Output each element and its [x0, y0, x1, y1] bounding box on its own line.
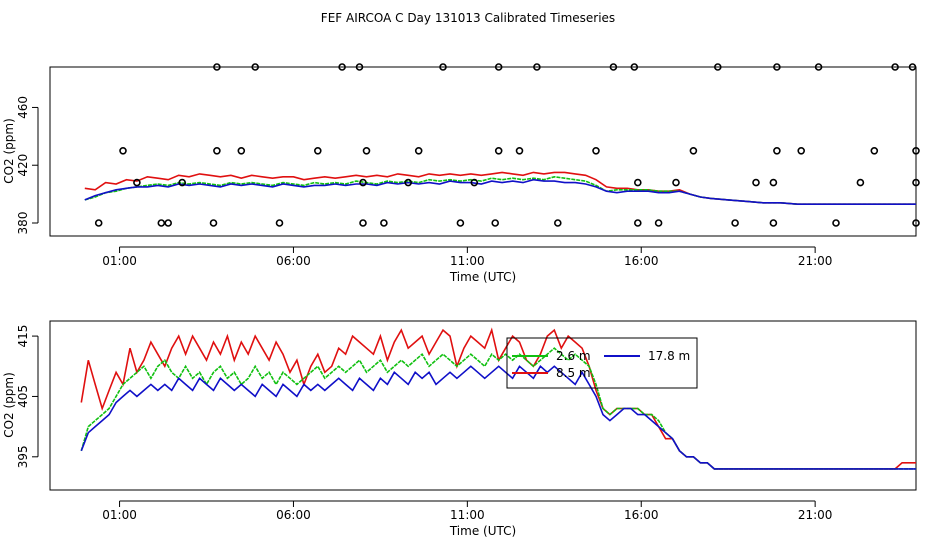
marker-point	[494, 63, 503, 71]
bottom-x-tick-label: 16:00	[624, 508, 659, 522]
bottom-y-tick-label: 395	[16, 445, 30, 468]
marker-point	[94, 219, 103, 227]
top-y-tick-label: 380	[16, 212, 30, 235]
marker-point	[713, 63, 722, 71]
marker-point	[814, 63, 823, 71]
bottom-x-axis-label: Time (UTC)	[449, 524, 516, 538]
marker-point	[769, 219, 778, 227]
marker-point	[912, 178, 920, 187]
marker-point	[251, 63, 259, 71]
top-x-tick-label: 01:00	[102, 254, 137, 268]
marker-point	[630, 63, 639, 71]
legend-label-17-8m: 17.8 m	[648, 349, 690, 363]
top-x-tick-label: 16:00	[624, 254, 659, 268]
bottom-y-axis-label: CO2 (ppm)	[2, 372, 16, 438]
legend-label-8-5m: 8.5 m	[556, 366, 591, 380]
marker-point	[672, 178, 680, 187]
bottom-y-tick-label: 405	[16, 385, 30, 408]
marker-point	[494, 147, 503, 155]
marker-point	[355, 63, 364, 71]
marker-point	[912, 219, 920, 227]
chart-title: FEF AIRCOA C Day 131013 Calibrated Times…	[321, 11, 615, 25]
marker-point	[633, 178, 642, 187]
marker-point	[237, 147, 246, 155]
legend-box	[506, 337, 698, 389]
marker-point	[470, 178, 479, 187]
bottom-x-tick-label: 01:00	[102, 508, 137, 522]
marker-point	[380, 219, 388, 227]
marker-point	[414, 147, 423, 155]
top-series-2-6-mline	[84, 175, 916, 205]
marker-point	[359, 178, 367, 187]
top-panel: 380 420 460 01:00 06:00 11:00 16:00 21:00 Time…	[2, 63, 920, 284]
marker-point	[275, 219, 284, 227]
marker-point	[178, 178, 186, 187]
legend-label-2-6m: 2.6 m	[556, 349, 591, 363]
marker-point	[533, 63, 541, 71]
marker-point	[404, 178, 413, 187]
top-y-tick-label: 460	[16, 96, 30, 119]
marker-point	[870, 147, 879, 155]
bottom-series-group	[80, 327, 916, 470]
marker-point	[752, 178, 760, 187]
marker-point	[797, 147, 806, 155]
marker-point	[832, 219, 840, 227]
marker-point	[689, 147, 698, 155]
top-x-axis-label: Time (UTC)	[449, 270, 516, 284]
bottom-y-axis: 395 405 415	[16, 325, 39, 468]
marker-point	[592, 147, 600, 155]
marker-point	[633, 219, 642, 227]
marker-point	[654, 219, 663, 227]
marker-point	[439, 63, 447, 71]
marker-point	[119, 147, 127, 155]
top-y-axis-label: CO2 (ppm)	[2, 118, 16, 184]
marker-point	[157, 219, 166, 227]
marker-point	[891, 63, 899, 71]
bottom-y-tick-label: 415	[16, 325, 30, 348]
marker-point	[908, 63, 917, 71]
bottom-x-tick-label: 11:00	[450, 508, 485, 522]
marker-point	[773, 63, 781, 71]
top-y-axis: 380 420 460	[16, 96, 39, 235]
marker-point	[456, 219, 465, 227]
bottom-plot-frame	[49, 320, 917, 491]
marker-point	[731, 219, 739, 227]
marker-point	[769, 178, 778, 187]
marker-point	[362, 147, 371, 155]
legend: 2.6 m 17.8 m 8.5 m	[506, 337, 698, 389]
marker-point	[773, 147, 781, 155]
bottom-x-tick-label: 21:00	[798, 508, 833, 522]
top-x-axis: 01:00 06:00 11:00 16:00 21:00	[102, 246, 833, 268]
top-x-tick-label: 11:00	[450, 254, 485, 268]
marker-point	[515, 147, 524, 155]
marker-point	[133, 178, 141, 187]
top-series-group	[84, 171, 916, 205]
marker-point	[213, 147, 221, 155]
bottom-panel: 395 405 415 01:00 06:00 11:00 16:00 21:00 2.6 …	[2, 320, 917, 538]
top-series-17-8-mline	[84, 171, 916, 205]
top-x-tick-label: 21:00	[798, 254, 833, 268]
marker-point	[213, 63, 221, 71]
marker-point	[164, 219, 172, 227]
bottom-x-tick-label: 06:00	[276, 508, 311, 522]
bottom-series-8-5-mline	[80, 365, 916, 470]
marker-point	[338, 63, 346, 71]
marker-point	[491, 219, 500, 227]
top-y-tick-label: 420	[16, 154, 30, 177]
marker-point	[313, 147, 322, 155]
marker-point	[359, 219, 367, 227]
bottom-series-17-8-mline	[80, 327, 916, 470]
marker-point	[856, 178, 865, 187]
top-x-tick-label: 06:00	[276, 254, 311, 268]
bottom-x-axis: 01:00 06:00 11:00 16:00 21:00	[102, 500, 833, 522]
marker-point	[209, 219, 218, 227]
top-plot-frame	[49, 66, 917, 237]
marker-point	[553, 219, 562, 227]
top-series-8-5-mline	[84, 178, 916, 205]
marker-point	[912, 147, 920, 155]
top-markers-group	[94, 63, 920, 227]
marker-point	[609, 63, 618, 71]
